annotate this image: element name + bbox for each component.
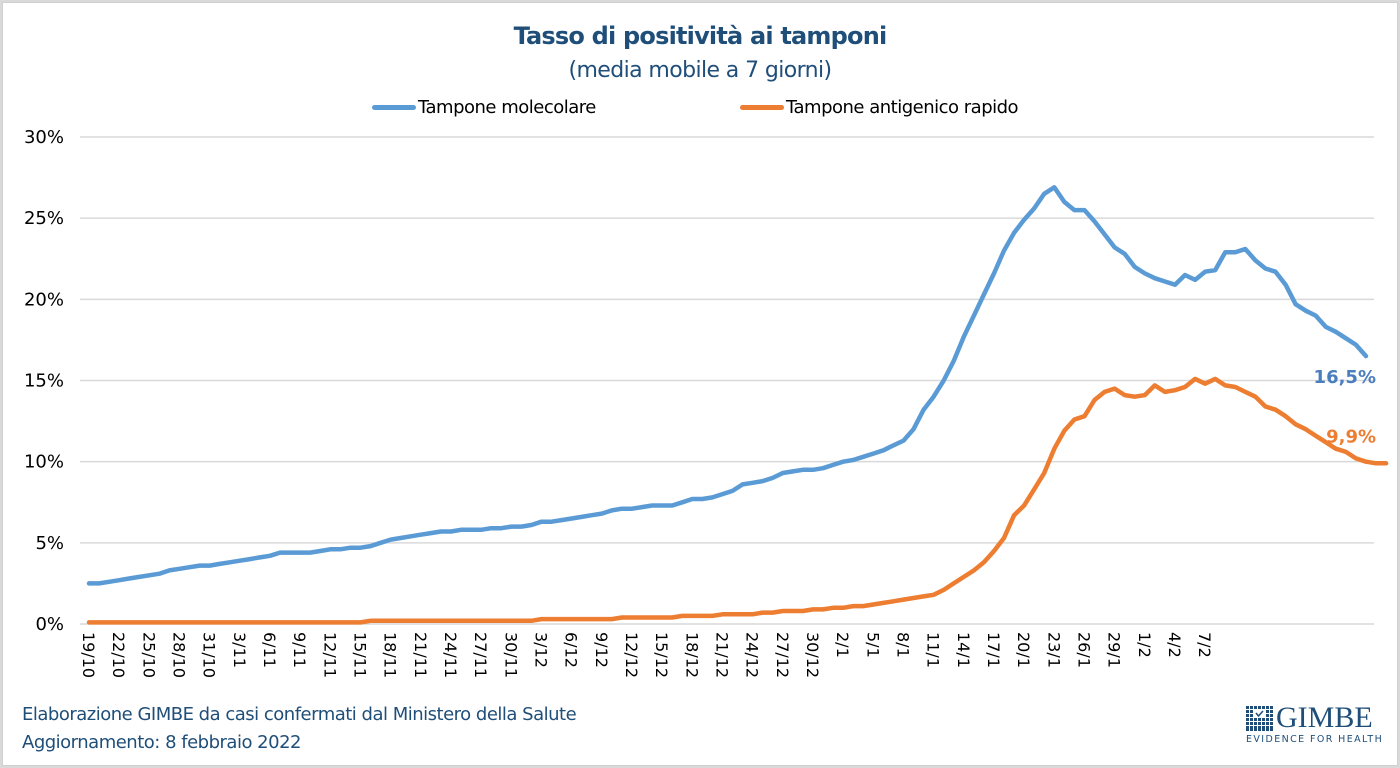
- x-tick-label: 8/1: [893, 632, 912, 658]
- end-value-label: 9,9%: [1326, 426, 1376, 447]
- x-axis: 19/10 22/10 25/10 28/10 31/10 3/11 6/11 9/11 12/…: [79, 632, 1214, 678]
- gridlines: [80, 136, 1374, 625]
- source-note: Elaborazione GIMBE da casi confermati da…: [22, 704, 577, 725]
- x-tick-label: 15/12: [652, 632, 671, 678]
- legend-item-antigenico: Tampone antigenico rapido: [740, 97, 1019, 118]
- x-tick-label: 9/11: [290, 632, 309, 668]
- x-tick-label: 27/12: [773, 632, 792, 678]
- y-tick-label: 25%: [24, 208, 64, 229]
- x-tick-label: 11/1: [924, 632, 943, 668]
- x-tick-label: 25/10: [139, 632, 158, 678]
- x-tick-label: 2/1: [833, 632, 852, 658]
- x-tick-label: 30/12: [803, 632, 822, 678]
- x-tick-label: 5/1: [863, 632, 882, 658]
- y-axis: 0% 5% 10% 15% 20% 25% 30%: [24, 127, 64, 635]
- x-tick-label: 24/11: [441, 632, 460, 678]
- x-tick-label: 28/10: [169, 632, 188, 678]
- logo-tagline: EVIDENCE FOR HEALTH: [1246, 734, 1384, 745]
- end-labels: 16,5% 9,9%: [1314, 367, 1376, 447]
- series-line-antigenico: [86, 376, 1389, 625]
- series-lines: [86, 185, 1389, 625]
- x-tick-label: 22/10: [109, 632, 128, 678]
- logo-grid-icon: [1246, 706, 1273, 731]
- chart-title: Tasso di positività ai tamponi: [513, 22, 888, 50]
- x-tick-label: 21/11: [411, 632, 430, 678]
- logo-wordmark: GIMBE: [1276, 701, 1373, 734]
- legend-label-antigenico: Tampone antigenico rapido: [786, 97, 1019, 118]
- y-tick-label: 20%: [24, 289, 64, 310]
- x-tick-label: 3/12: [531, 632, 550, 668]
- legend-swatch-antigenico: [740, 105, 784, 110]
- x-tick-label: 27/11: [471, 632, 490, 678]
- y-tick-label: 10%: [24, 452, 64, 473]
- x-tick-label: 1/2: [1135, 632, 1154, 658]
- x-tick-label: 23/1: [1044, 632, 1063, 668]
- x-tick-label: 9/12: [592, 632, 611, 668]
- y-tick-label: 5%: [35, 533, 64, 554]
- x-tick-label: 30/11: [501, 632, 520, 678]
- x-tick-label: 15/11: [350, 632, 369, 678]
- x-tick-label: 18/11: [381, 632, 400, 678]
- x-tick-label: 24/12: [743, 632, 762, 678]
- x-tick-label: 12/11: [320, 632, 339, 678]
- x-tick-label: 20/1: [1014, 632, 1033, 668]
- x-tick-label: 6/12: [562, 632, 581, 668]
- x-tick-label: 26/1: [1074, 632, 1093, 668]
- x-tick-label: 12/12: [622, 632, 641, 678]
- series-line-molecolare: [86, 185, 1369, 586]
- x-tick-label: 31/10: [200, 632, 219, 678]
- update-note: Aggiornamento: 8 febbraio 2022: [22, 732, 302, 753]
- x-tick-label: 6/11: [260, 632, 279, 668]
- end-value-label: 16,5%: [1314, 367, 1376, 388]
- legend-swatch-molecolare: [372, 105, 416, 110]
- legend-label-molecolare: Tampone molecolare: [418, 97, 596, 118]
- gimbe-logo: GIMBE EVIDENCE FOR HEALTH: [1246, 701, 1386, 748]
- y-tick-label: 30%: [24, 127, 64, 148]
- y-tick-label: 15%: [24, 371, 64, 392]
- x-tick-label: 18/12: [682, 632, 701, 678]
- x-tick-label: 4/2: [1165, 632, 1184, 658]
- x-tick-label: 29/1: [1105, 632, 1124, 668]
- y-tick-label: 0%: [35, 614, 64, 635]
- x-tick-label: 7/2: [1195, 632, 1214, 658]
- x-tick-label: 3/11: [230, 632, 249, 668]
- chart-subtitle: (media mobile a 7 giorni): [568, 58, 832, 83]
- legend-item-molecolare: Tampone molecolare: [372, 97, 596, 118]
- x-tick-label: 19/10: [79, 632, 98, 678]
- x-tick-label: 21/12: [712, 632, 731, 678]
- x-tick-label: 14/1: [954, 632, 973, 668]
- x-tick-label: 17/1: [984, 632, 1003, 668]
- chart-legend: Tampone molecolare Tampone antigenico ra…: [0, 97, 1400, 121]
